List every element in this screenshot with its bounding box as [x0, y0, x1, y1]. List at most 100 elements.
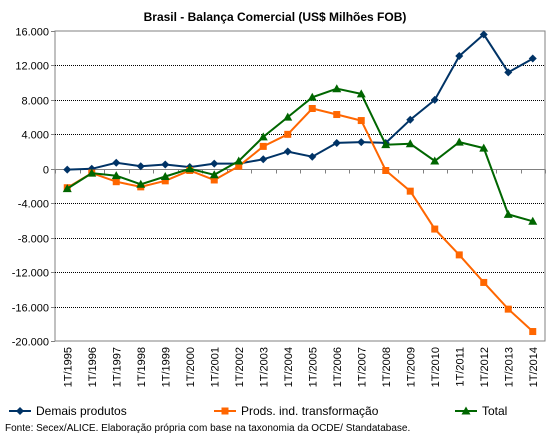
data-point [357, 117, 365, 125]
data-point [283, 147, 292, 156]
data-point [455, 51, 464, 60]
legend-label: Total [482, 404, 507, 418]
line-chart: Brasil - Balança Comercial (US$ Milhões … [9, 10, 546, 418]
legend-marker [221, 407, 229, 415]
y-tick-label: -20.000 [12, 337, 49, 349]
data-point [455, 251, 463, 259]
data-point [503, 209, 513, 218]
data-point [259, 155, 268, 164]
data-point [333, 111, 341, 119]
data-point [504, 305, 512, 313]
x-tick-label: 1T/2004 [283, 347, 295, 387]
data-point [308, 105, 316, 112]
data-point [210, 159, 219, 168]
y-tick-label: 16.000 [15, 27, 49, 39]
data-point [258, 132, 268, 141]
x-tick-label: 1T/2006 [332, 347, 344, 387]
data-point [160, 172, 170, 181]
axes: 16.000 12.000 8.000 4.000 0 -4.000 -8.000 -12.0… [12, 27, 546, 387]
data-point [382, 167, 390, 174]
chart-title: Brasil - Balança Comercial (US$ Milhões … [144, 10, 407, 24]
x-tick-label: 1T/2010 [430, 347, 442, 387]
series-line [67, 32, 534, 171]
data-point [87, 168, 97, 177]
x-tick-label: 1T/2008 [381, 347, 393, 387]
data-point [431, 225, 439, 233]
x-tick-label: 1T/1998 [136, 347, 148, 387]
data-point [284, 130, 292, 138]
data-point [161, 160, 170, 169]
series-2 [62, 84, 538, 225]
series-1 [63, 105, 537, 336]
data-point [185, 164, 195, 173]
x-tick-label: 1T/2011 [454, 347, 466, 387]
data-point [112, 158, 121, 167]
data-point [454, 137, 464, 146]
y-tick-label: -4.000 [18, 199, 49, 211]
x-tick-label: 1T/2001 [209, 347, 221, 387]
data-point [479, 30, 488, 39]
legend: Demais produtos Prods. ind. transformação… [9, 404, 507, 418]
y-tick-label: 8.000 [21, 96, 49, 108]
data-point [332, 84, 342, 93]
y-tick-label: 4.000 [21, 130, 49, 142]
series-layer [62, 30, 538, 336]
x-tick-label: 1T/1996 [87, 347, 99, 387]
data-point [381, 140, 391, 149]
x-tick-label: 1T/2013 [503, 347, 515, 387]
data-point [235, 162, 243, 170]
x-tick-label: 1T/2002 [234, 347, 246, 387]
x-tick-label: 1T/2003 [258, 347, 270, 387]
data-point [406, 187, 414, 195]
x-tick-label: 1T/2000 [185, 347, 197, 387]
series-line [66, 107, 534, 333]
data-point [430, 95, 439, 104]
legend-item-2: Total [455, 404, 507, 418]
data-point [504, 68, 513, 77]
gridlines [54, 30, 546, 342]
plot-area-border [54, 30, 546, 342]
x-tick-label: 1T/2014 [528, 347, 540, 387]
data-point [111, 171, 121, 180]
data-point [528, 54, 537, 63]
data-point [308, 152, 317, 161]
legend-marker [16, 407, 24, 415]
x-tick-label: 1T/2009 [405, 347, 417, 387]
legend-item-1: Prods. ind. transformação [214, 404, 379, 418]
series-0 [63, 30, 537, 174]
data-point [479, 143, 489, 152]
legend-marker [461, 406, 471, 415]
y-tick-label: 0 [43, 165, 49, 177]
data-point [406, 115, 415, 124]
y-tick-label: -8.000 [18, 234, 49, 246]
legend-label: Prods. ind. transformação [241, 404, 379, 418]
data-point [209, 170, 219, 179]
data-point [356, 89, 366, 98]
data-point [63, 165, 72, 174]
data-point [136, 179, 146, 188]
data-point [283, 112, 293, 121]
data-point [307, 92, 317, 101]
legend-item-0: Demais produtos [9, 404, 127, 418]
data-point [234, 156, 244, 165]
legend-label: Demais produtos [36, 404, 127, 418]
x-tick-label: 1T/2007 [356, 347, 368, 387]
x-tick-label: 1T/1999 [160, 347, 172, 387]
data-point [259, 142, 267, 150]
y-tick-label: 12.000 [15, 61, 49, 73]
data-point [161, 177, 169, 185]
data-point [136, 162, 145, 171]
data-point [210, 176, 218, 184]
data-point [62, 184, 72, 193]
data-point [529, 328, 537, 336]
data-point [405, 139, 415, 148]
source-note: Fonte: Secex/ALICE. Elaboração própria c… [5, 423, 411, 434]
x-tick-label: 1T/1995 [62, 347, 74, 387]
x-tick-label: 1T/1997 [111, 347, 123, 387]
y-tick-label: -16.000 [12, 303, 49, 315]
data-point [430, 156, 440, 165]
x-tick-label: 1T/2012 [479, 347, 491, 387]
data-point [357, 138, 366, 147]
data-point [332, 138, 341, 147]
